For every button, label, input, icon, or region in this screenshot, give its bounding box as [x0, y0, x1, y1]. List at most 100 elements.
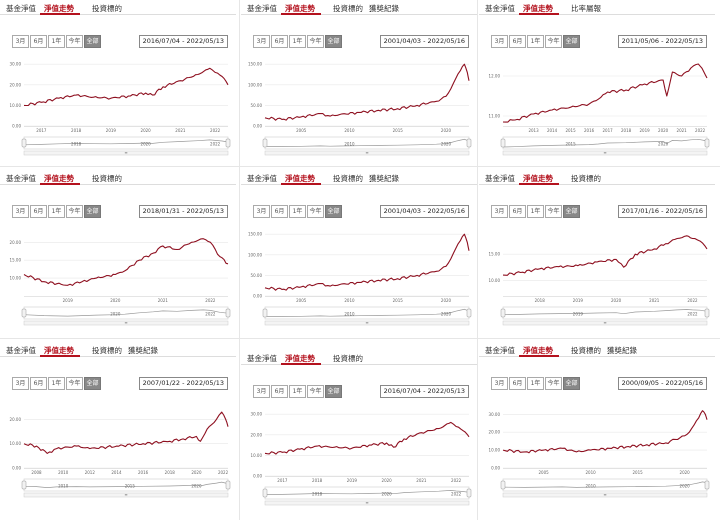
range-button-2[interactable]: 1年: [48, 205, 65, 218]
date-range-display[interactable]: 2001/04/03 - 2022/05/16: [379, 35, 469, 48]
range-button-2[interactable]: 1年: [527, 35, 544, 48]
range-button-3[interactable]: 今年: [66, 377, 83, 390]
range-button-4[interactable]: 全部: [84, 377, 101, 390]
range-button-3[interactable]: 今年: [66, 35, 83, 48]
tab-0[interactable]: 基金淨值: [485, 346, 515, 355]
range-button-1[interactable]: 6月: [271, 205, 288, 218]
navigator-scrollbar[interactable]: [23, 492, 229, 498]
navigator-scrollbar[interactable]: [264, 320, 470, 326]
range-button-3[interactable]: 今年: [545, 377, 562, 390]
tab-0[interactable]: 基金淨值: [247, 354, 277, 363]
navigator-right-handle[interactable]: [704, 138, 710, 148]
tab-2[interactable]: 投資標的: [571, 174, 601, 183]
navigator-left-handle[interactable]: [500, 308, 506, 318]
navigator-right-handle[interactable]: [704, 308, 710, 318]
tab-1[interactable]: 淨值走勢: [523, 174, 553, 183]
range-button-2[interactable]: 1年: [289, 205, 306, 218]
tab-2[interactable]: 投資標的: [92, 174, 122, 183]
date-range-display[interactable]: 2017/01/16 - 2022/05/16: [617, 205, 707, 218]
tab-0[interactable]: 基金淨值: [485, 174, 515, 183]
tab-2[interactable]: 投資標的: [333, 4, 363, 13]
range-button-3[interactable]: 今年: [545, 205, 562, 218]
range-button-3[interactable]: 今年: [307, 205, 324, 218]
navigator-frame[interactable]: [264, 306, 470, 320]
range-button-0[interactable]: 3月: [253, 385, 270, 398]
range-button-1[interactable]: 6月: [509, 35, 526, 48]
tab-0[interactable]: 基金淨值: [6, 4, 36, 13]
tab-1[interactable]: 淨值走勢: [44, 4, 74, 13]
tab-3[interactable]: 獲獎紀錄: [369, 4, 399, 13]
tab-2[interactable]: 投資標的: [333, 174, 363, 183]
range-button-4[interactable]: 全部: [563, 377, 580, 390]
tab-0[interactable]: 基金淨值: [6, 346, 36, 355]
navigator-frame[interactable]: [264, 486, 470, 500]
navigator-frame[interactable]: [264, 136, 470, 150]
navigator-left-handle[interactable]: [500, 138, 506, 148]
navigator-frame[interactable]: [23, 306, 229, 320]
tab-2[interactable]: 投資標的: [333, 354, 363, 363]
tab-1[interactable]: 淨值走勢: [285, 174, 315, 183]
range-button-0[interactable]: 3月: [253, 35, 270, 48]
range-button-1[interactable]: 6月: [30, 377, 47, 390]
tab-2[interactable]: 投資標的: [92, 346, 122, 355]
navigator-scrollbar[interactable]: [502, 320, 708, 326]
navigator-left-handle[interactable]: [21, 138, 27, 148]
range-button-3[interactable]: 今年: [307, 385, 324, 398]
range-button-4[interactable]: 全部: [84, 205, 101, 218]
navigator-left-handle[interactable]: [262, 308, 268, 318]
navigator-scrollbar[interactable]: [264, 500, 470, 506]
navigator-scrollbar[interactable]: [23, 320, 229, 326]
range-button-0[interactable]: 3月: [253, 205, 270, 218]
range-button-3[interactable]: 今年: [545, 35, 562, 48]
range-button-1[interactable]: 6月: [271, 35, 288, 48]
range-button-0[interactable]: 3月: [491, 377, 508, 390]
navigator-right-handle[interactable]: [225, 480, 231, 490]
date-range-display[interactable]: 2016/07/04 - 2022/05/13: [138, 35, 228, 48]
range-button-2[interactable]: 1年: [289, 35, 306, 48]
tab-2[interactable]: 比率屬報: [571, 4, 601, 13]
range-button-1[interactable]: 6月: [509, 377, 526, 390]
navigator-left-handle[interactable]: [500, 480, 506, 490]
navigator-scrollbar[interactable]: [502, 150, 708, 156]
date-range-display[interactable]: 2016/07/04 - 2022/05/13: [379, 385, 469, 398]
navigator-scrollbar[interactable]: [23, 150, 229, 156]
navigator-frame[interactable]: [502, 478, 708, 492]
range-button-4[interactable]: 全部: [325, 35, 342, 48]
range-button-0[interactable]: 3月: [12, 205, 29, 218]
navigator-left-handle[interactable]: [262, 488, 268, 498]
tab-3[interactable]: 獲獎紀錄: [369, 174, 399, 183]
tab-1[interactable]: 淨值走勢: [523, 346, 553, 355]
navigator-right-handle[interactable]: [225, 138, 231, 148]
tab-0[interactable]: 基金淨值: [247, 4, 277, 13]
range-button-2[interactable]: 1年: [48, 35, 65, 48]
tab-1[interactable]: 淨值走勢: [44, 346, 74, 355]
tab-1[interactable]: 淨值走勢: [44, 174, 74, 183]
range-button-2[interactable]: 1年: [527, 377, 544, 390]
navigator-left-handle[interactable]: [21, 480, 27, 490]
tab-3[interactable]: 獲獎紀錄: [128, 346, 158, 355]
tab-0[interactable]: 基金淨值: [247, 174, 277, 183]
tab-1[interactable]: 淨值走勢: [285, 4, 315, 13]
range-button-2[interactable]: 1年: [289, 385, 306, 398]
navigator-scrollbar[interactable]: [264, 150, 470, 156]
range-button-0[interactable]: 3月: [491, 35, 508, 48]
range-button-0[interactable]: 3月: [12, 35, 29, 48]
range-button-4[interactable]: 全部: [325, 385, 342, 398]
tab-0[interactable]: 基金淨值: [485, 4, 515, 13]
range-button-1[interactable]: 6月: [509, 205, 526, 218]
navigator-right-handle[interactable]: [466, 138, 472, 148]
range-button-4[interactable]: 全部: [563, 205, 580, 218]
range-button-1[interactable]: 6月: [271, 385, 288, 398]
date-range-display[interactable]: 2000/09/05 - 2022/05/16: [617, 377, 707, 390]
navigator-left-handle[interactable]: [262, 138, 268, 148]
tab-2[interactable]: 投資標的: [92, 4, 122, 13]
range-button-0[interactable]: 3月: [12, 377, 29, 390]
navigator-right-handle[interactable]: [466, 308, 472, 318]
range-button-4[interactable]: 全部: [325, 205, 342, 218]
range-button-2[interactable]: 1年: [527, 205, 544, 218]
range-button-3[interactable]: 今年: [66, 205, 83, 218]
range-button-4[interactable]: 全部: [563, 35, 580, 48]
navigator-right-handle[interactable]: [466, 488, 472, 498]
date-range-display[interactable]: 2018/01/31 - 2022/05/13: [138, 205, 228, 218]
navigator-right-handle[interactable]: [704, 480, 710, 490]
